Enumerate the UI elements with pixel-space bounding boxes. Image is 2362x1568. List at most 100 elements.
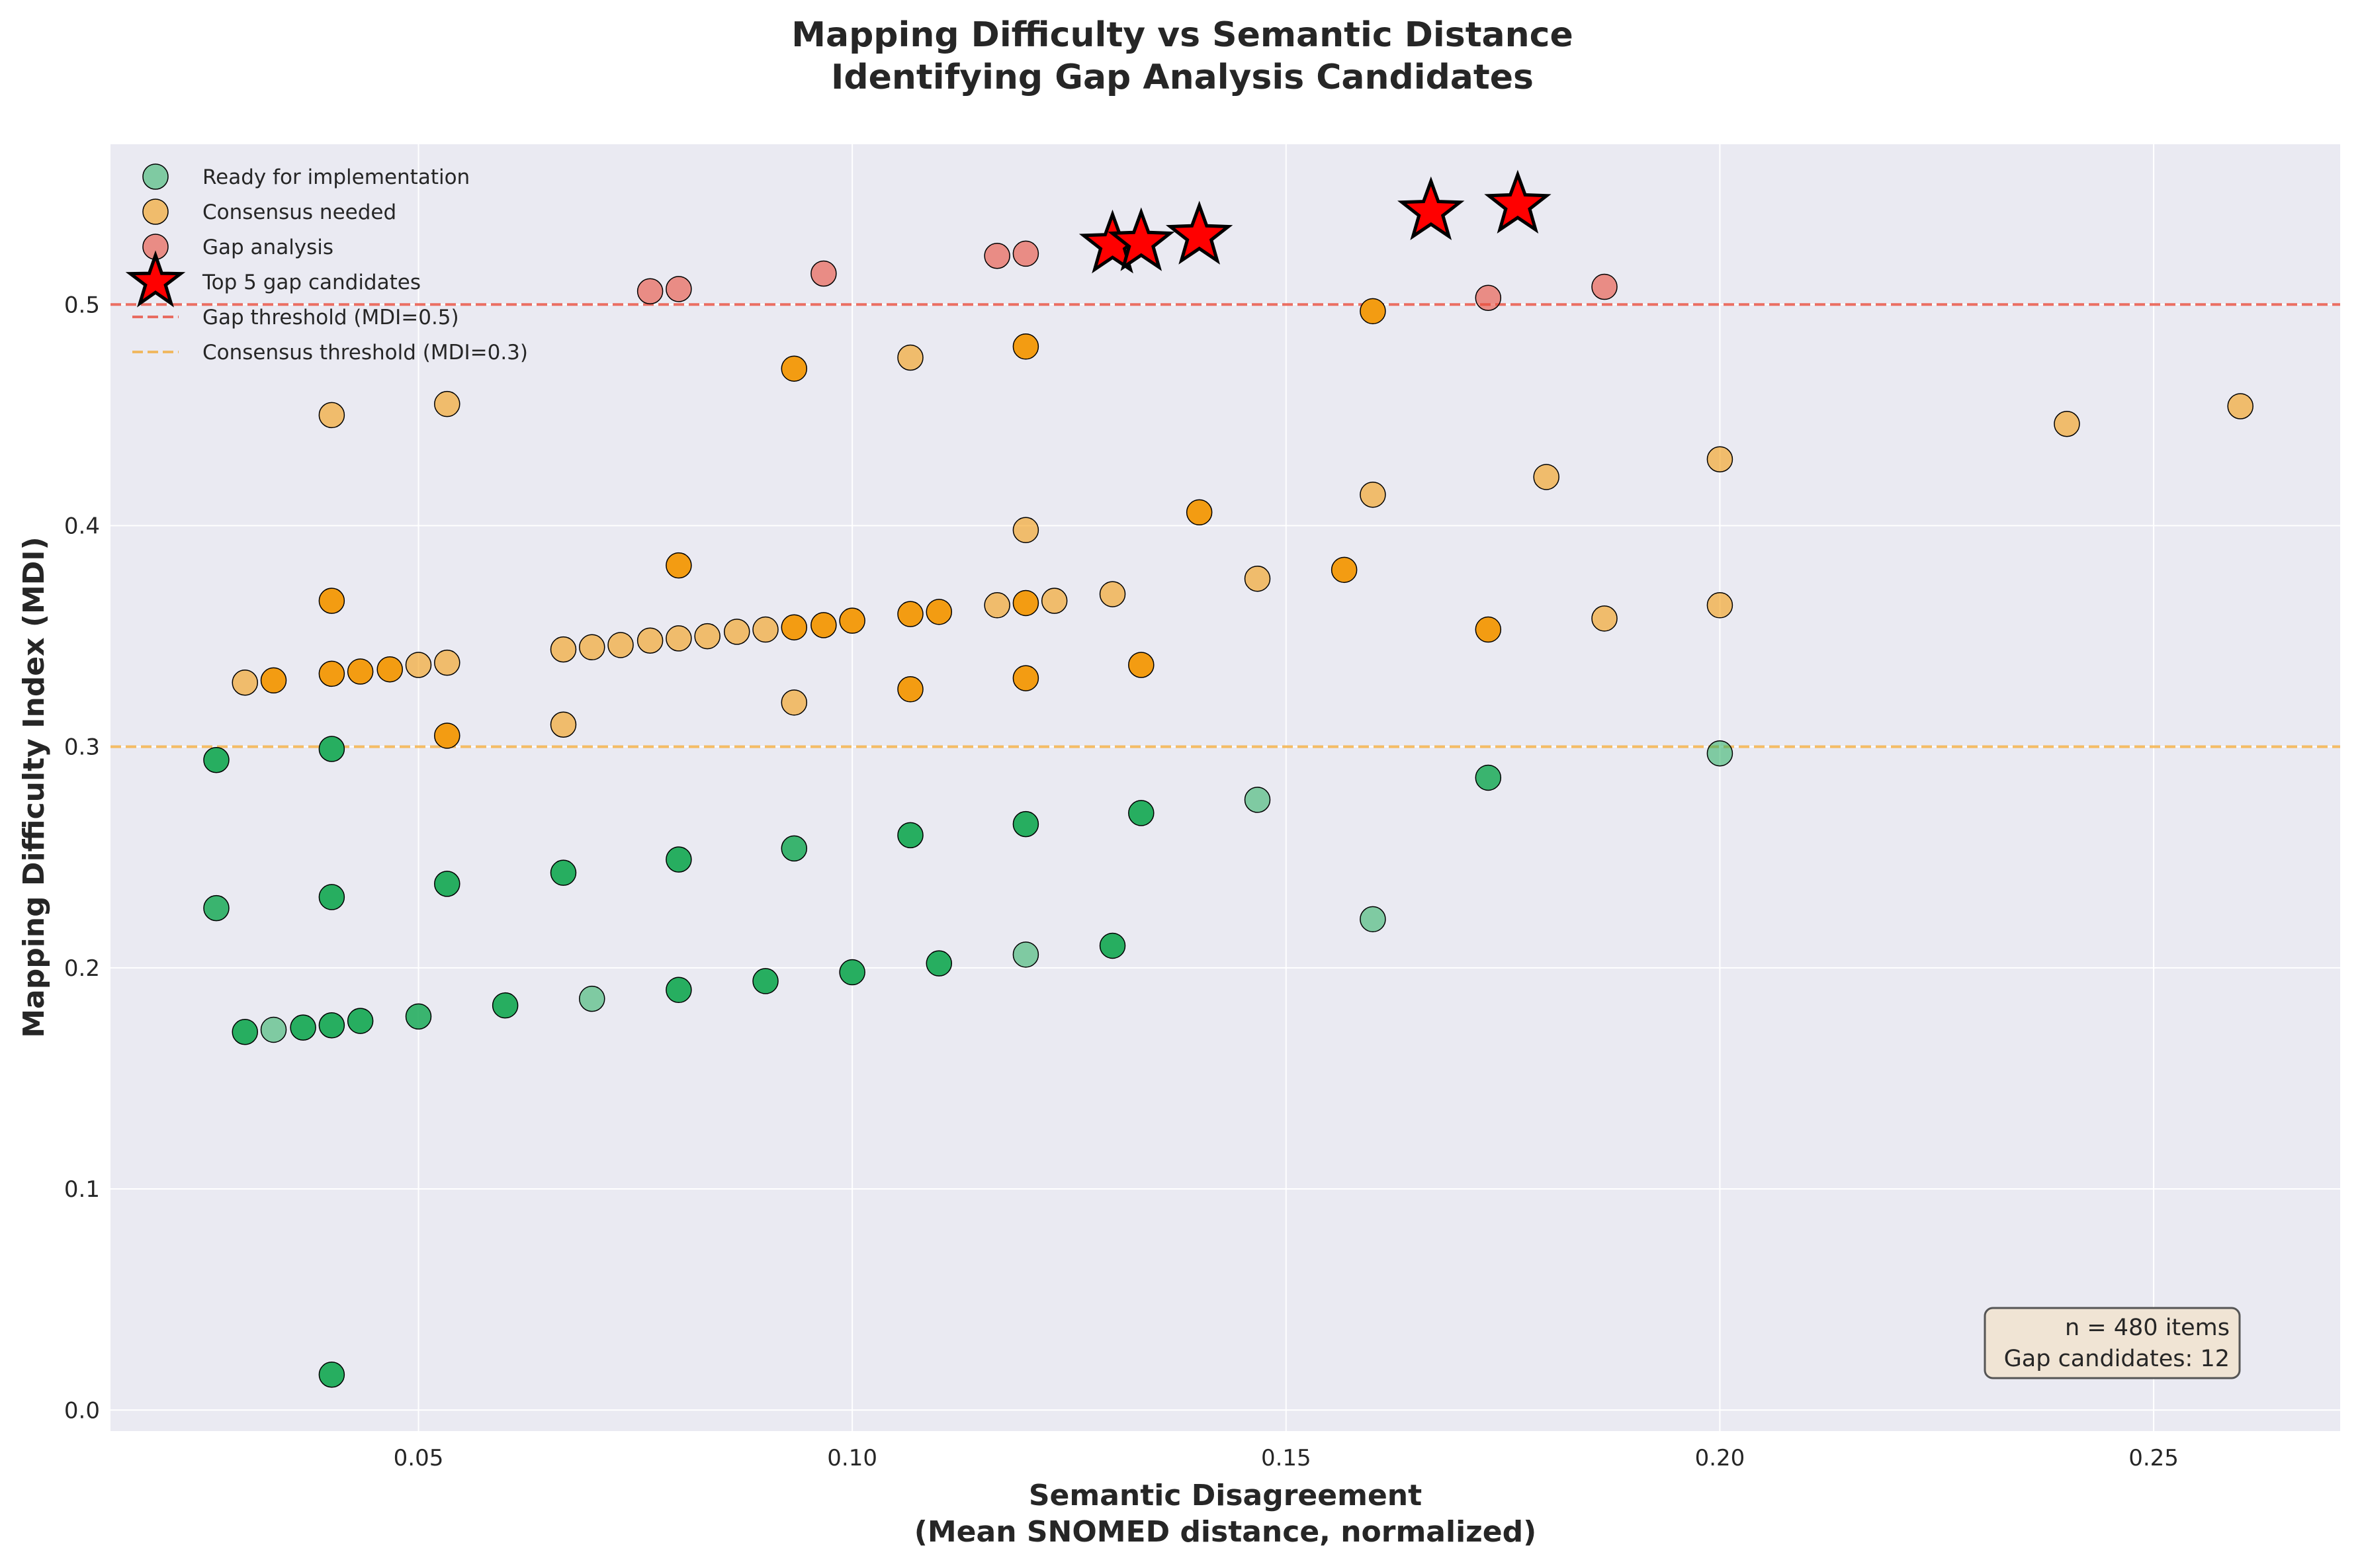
consensus-point-7 <box>318 660 345 687</box>
x-tick-label-4: 0.25 <box>2128 1445 2179 1471</box>
gap-point-3 <box>984 243 1010 269</box>
ready-point-8 <box>579 985 605 1012</box>
ready-point-17 <box>318 884 345 910</box>
ready-point-27 <box>203 746 230 773</box>
gap-candidate-star-1 <box>1108 207 1175 271</box>
y-tick-label-4: 0.4 <box>64 513 100 539</box>
consensus-point-17 <box>666 625 692 652</box>
ready-point-16 <box>203 894 230 922</box>
consensus-point-11 <box>434 649 460 676</box>
consensus-point-25 <box>926 599 953 625</box>
x-tick-label-1: 0.10 <box>827 1445 877 1471</box>
gap-point-4 <box>1012 240 1039 267</box>
reference-lines <box>110 303 2340 748</box>
consensus-point-2 <box>781 689 808 716</box>
legend-label-consensus: Consensus needed <box>202 200 396 224</box>
consensus-point-12 <box>1128 652 1155 678</box>
gap-candidate-star-2 <box>1165 200 1233 265</box>
consensus-point-9 <box>376 656 403 683</box>
consensus-point-21 <box>781 614 808 640</box>
ready-point-23 <box>1012 810 1039 838</box>
legend-marker-ready <box>142 163 169 190</box>
y-tick-label-3: 0.3 <box>64 734 100 761</box>
consensus-point-23 <box>839 607 865 634</box>
ready-point-25 <box>1244 787 1271 813</box>
legend-label-top5: Top 5 gap candidates <box>202 271 421 294</box>
y-tick-label-0: 0.0 <box>64 1397 100 1424</box>
consensus-point-29 <box>1099 581 1126 607</box>
consensus-point-31 <box>1591 605 1618 632</box>
consensus-point-10 <box>405 652 432 678</box>
consensus-point-20 <box>752 616 779 643</box>
consensus-point-28 <box>1041 588 1068 614</box>
ready-point-5 <box>347 1008 374 1034</box>
data-points <box>203 169 2253 1388</box>
consensus-point-19 <box>723 619 750 645</box>
consensus-point-6 <box>260 667 287 694</box>
consensus-point-40 <box>1533 464 1559 490</box>
ready-point-7 <box>492 992 519 1019</box>
ready-point-18 <box>434 871 460 897</box>
ready-point-9 <box>666 977 692 1004</box>
consensus-point-44 <box>2227 393 2253 419</box>
legend: Ready for implementation Consensus neede… <box>125 163 528 365</box>
consensus-point-16 <box>636 627 664 654</box>
gap-point-0 <box>636 278 664 304</box>
ready-point-13 <box>1012 941 1039 968</box>
y-tick-label-5: 0.5 <box>64 292 100 318</box>
ready-point-29 <box>1706 740 1733 767</box>
ready-point-14 <box>1099 932 1126 959</box>
ready-point-1 <box>232 1019 258 1045</box>
consensus-point-46 <box>781 355 808 382</box>
y-tick-label-1: 0.1 <box>64 1176 100 1203</box>
annotation-line-1: n = 480 items <box>2065 1315 2230 1341</box>
x-tick-label-3: 0.20 <box>1695 1445 1745 1471</box>
consensus-point-49 <box>1360 298 1386 325</box>
ready-point-4 <box>318 1012 345 1039</box>
ready-point-22 <box>897 822 924 849</box>
ready-point-0 <box>318 1362 345 1388</box>
x-axis-label-line-1: Semantic Disagreement <box>1029 1479 1422 1512</box>
consensus-point-41 <box>1706 446 1733 472</box>
consensus-point-37 <box>1012 517 1039 543</box>
consensus-point-15 <box>607 632 634 658</box>
legend-label-gap: Gap analysis <box>202 236 333 259</box>
consensus-point-39 <box>1360 481 1386 508</box>
x-tick-label-0: 0.05 <box>394 1445 444 1471</box>
consensus-point-14 <box>579 634 605 661</box>
legend-marker-star <box>125 250 186 308</box>
ready-point-15 <box>1360 906 1386 933</box>
consensus-point-32 <box>1706 592 1733 619</box>
gap-candidate-star-4 <box>1484 169 1552 234</box>
ready-point-28 <box>318 736 345 762</box>
ready-point-26 <box>1475 764 1502 791</box>
consensus-point-5 <box>232 670 258 696</box>
consensus-point-26 <box>984 592 1010 619</box>
ready-point-6 <box>405 1003 432 1030</box>
consensus-point-33 <box>318 588 345 614</box>
consensus-point-36 <box>666 552 692 579</box>
consensus-point-1 <box>550 711 577 738</box>
consensus-point-42 <box>2054 411 2080 437</box>
y-axis-label: Mapping Difficulty Index (MDI) <box>17 537 51 1038</box>
consensus-point-0 <box>434 722 460 749</box>
consensus-point-38 <box>1186 499 1213 526</box>
chart-title-line-2: Identifying Gap Analysis Candidates <box>831 58 1534 97</box>
legend-label-gap-threshold: Gap threshold (MDI=0.5) <box>202 306 459 329</box>
consensus-point-35 <box>1331 556 1358 584</box>
y-axis-ticks: 0.0 0.1 0.2 0.3 0.4 0.5 <box>64 292 100 1424</box>
gap-point-2 <box>810 260 837 287</box>
consensus-point-30 <box>1475 616 1502 643</box>
annotation-box: n = 480 items Gap candidates: 12 <box>1984 1307 2241 1379</box>
consensus-point-45 <box>434 390 460 417</box>
ready-point-24 <box>1128 800 1155 826</box>
chart-title-line-1: Mapping Difficulty vs Semantic Distance <box>791 15 1573 55</box>
consensus-point-43 <box>318 402 345 429</box>
y-tick-label-2: 0.2 <box>64 955 100 982</box>
consensus-point-34 <box>1244 565 1271 592</box>
ready-point-3 <box>290 1014 316 1041</box>
ready-point-2 <box>260 1016 287 1043</box>
consensus-point-13 <box>550 636 577 663</box>
